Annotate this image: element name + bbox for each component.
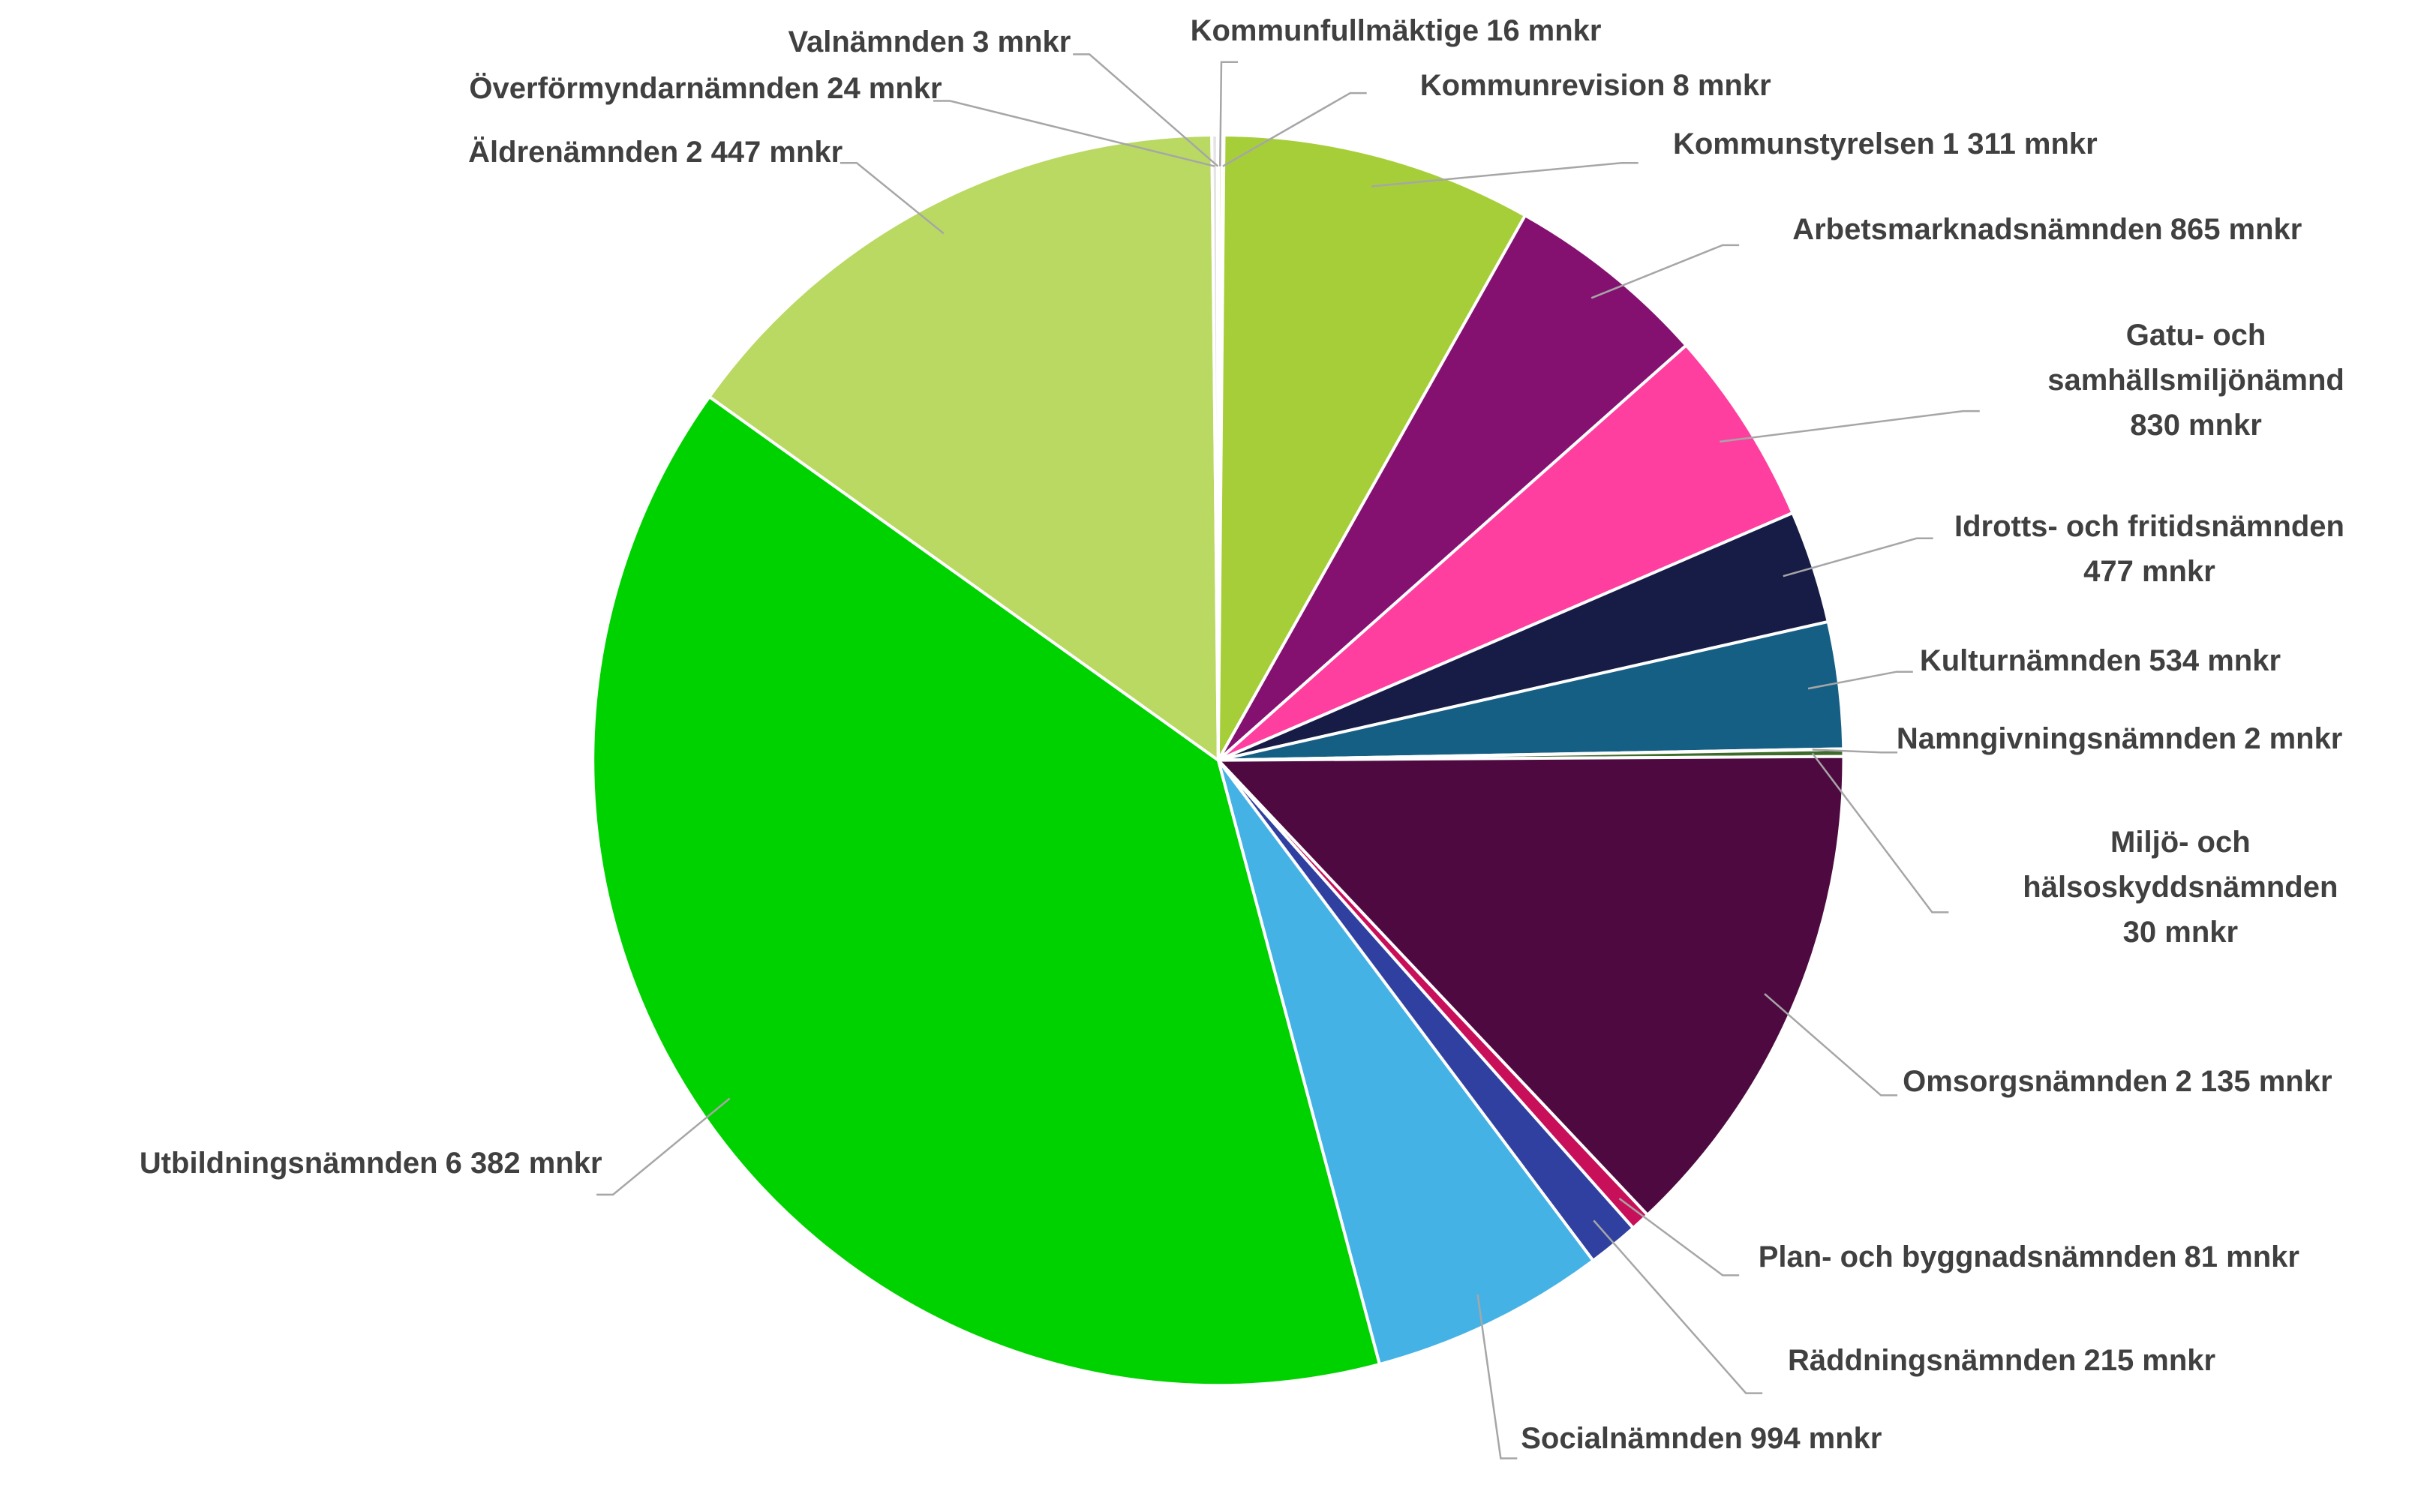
leader-line xyxy=(1476,1294,1518,1460)
leader-line xyxy=(1222,92,1367,167)
label-name: Kommunrevision xyxy=(1419,68,1666,102)
label-value: 477 mnkr xyxy=(2083,555,2215,589)
label-value: 2 mnkr xyxy=(2244,722,2343,755)
label-name: Kulturnämnden xyxy=(1919,644,2142,678)
label-name: Miljö- och hälsoskyddsnämnden xyxy=(2023,826,2338,904)
data-label: Omsorgsnämnden 2 135 mnkr xyxy=(1903,1059,2332,1104)
data-label: Överförmyndarnämnden 24 mnkr xyxy=(469,66,942,111)
leader-line xyxy=(1783,537,1933,578)
label-value: 24 mnkr xyxy=(827,71,942,105)
data-label: Idrotts- och fritidsnämnden 477 mnkr xyxy=(1954,504,2344,594)
leader-line xyxy=(840,161,945,235)
leader-line xyxy=(1807,670,1913,690)
data-label: Valnämnden 3 mnkr xyxy=(788,20,1071,64)
data-label: Socialnämnden 994 mnkr xyxy=(1521,1416,1882,1461)
leader-line xyxy=(1811,752,1949,914)
data-label: Kulturnämnden 534 mnkr xyxy=(1920,638,2281,683)
pie-slice xyxy=(591,394,1382,1388)
data-label: Utbildningsnämnden 6 382 mnkr xyxy=(140,1141,602,1186)
leader-line xyxy=(933,100,1215,167)
label-name: Plan- och byggnadsnämnden xyxy=(1758,1240,2177,1274)
label-name: Kommunstyrelsen xyxy=(1672,128,1935,161)
leader-line xyxy=(1593,1220,1763,1394)
label-value: 534 mnkr xyxy=(2149,644,2281,678)
data-label: Äldrenämnden 2 447 mnkr xyxy=(468,130,843,175)
label-value: 30 mnkr xyxy=(2122,916,2239,950)
label-value: 16 mnkr xyxy=(1486,14,1602,48)
label-name: Äldrenämnden xyxy=(468,135,679,169)
data-label: Miljö- och hälsoskyddsnämnden 30 mnkr xyxy=(2011,820,2349,955)
data-label: Räddningsnämnden 215 mnkr xyxy=(1788,1338,2215,1383)
data-label: Arbetsmarknadsnämnden 865 mnkr xyxy=(1792,207,2302,252)
pie-slice xyxy=(1217,343,1795,762)
label-value: 865 mnkr xyxy=(2170,213,2302,247)
leader-line xyxy=(1073,53,1219,167)
label-name: Räddningsnämnden xyxy=(1788,1344,2077,1378)
label-name: Utbildningsnämnden xyxy=(139,1147,438,1180)
label-value: 2 135 mnkr xyxy=(2175,1064,2332,1098)
label-name: Valnämnden xyxy=(788,25,966,58)
label-name: Idrotts- och fritidsnämnden xyxy=(1954,510,2344,544)
label-value: 6 382 mnkr xyxy=(445,1147,602,1180)
leader-line xyxy=(1720,410,1980,443)
data-label: Kommunstyrelsen 1 311 mnkr xyxy=(1673,122,2098,166)
data-label: Kommunfullmäktige 16 mnkr xyxy=(1191,8,1602,53)
leader-line xyxy=(1764,993,1898,1096)
label-value: 215 mnkr xyxy=(2083,1344,2216,1378)
leader-line xyxy=(1590,244,1740,299)
label-value: 3 mnkr xyxy=(972,25,1071,58)
data-label: Namngivningsnämnden 2 mnkr xyxy=(1897,716,2343,761)
pie-slice xyxy=(1216,133,1527,761)
leader-line xyxy=(1371,161,1639,188)
label-value: 8 mnkr xyxy=(1672,68,1771,102)
label-value: 830 mnkr xyxy=(2130,408,2262,442)
label-value: 1 311 mnkr xyxy=(1942,128,2098,161)
data-label: Plan- och byggnadsnämnden 81 mnkr xyxy=(1759,1234,2299,1280)
data-label: Kommunrevision 8 mnkr xyxy=(1420,63,1771,108)
leader-line xyxy=(596,1097,731,1196)
label-name: Överförmyndarnämnden xyxy=(469,71,820,105)
label-name: Namngivningsnämnden xyxy=(1896,722,2237,755)
pie-slice xyxy=(1216,759,1596,1366)
label-name: Omsorgsnämnden xyxy=(1903,1064,2168,1098)
label-name: Arbetsmarknadsnämnden xyxy=(1792,213,2163,247)
pie-slice xyxy=(1217,213,1689,762)
label-name: Socialnämnden xyxy=(1521,1421,1743,1455)
label-name: Gatu- och samhällsmiljönämnd xyxy=(2047,318,2344,397)
leader-line xyxy=(1618,1197,1740,1276)
leader-line xyxy=(1812,748,1898,754)
label-value: 994 mnkr xyxy=(1750,1421,1882,1455)
pie-slice xyxy=(1215,754,1846,1217)
leader-line xyxy=(1219,61,1238,166)
data-label: Gatu- och samhällsmiljönämnd 830 mnkr xyxy=(2027,313,2365,448)
pie-slice xyxy=(707,133,1220,764)
label-name: Kommunfullmäktige xyxy=(1190,14,1479,48)
label-value: 81 mnkr xyxy=(2184,1240,2299,1274)
label-value: 2 447 mnkr xyxy=(686,135,843,169)
